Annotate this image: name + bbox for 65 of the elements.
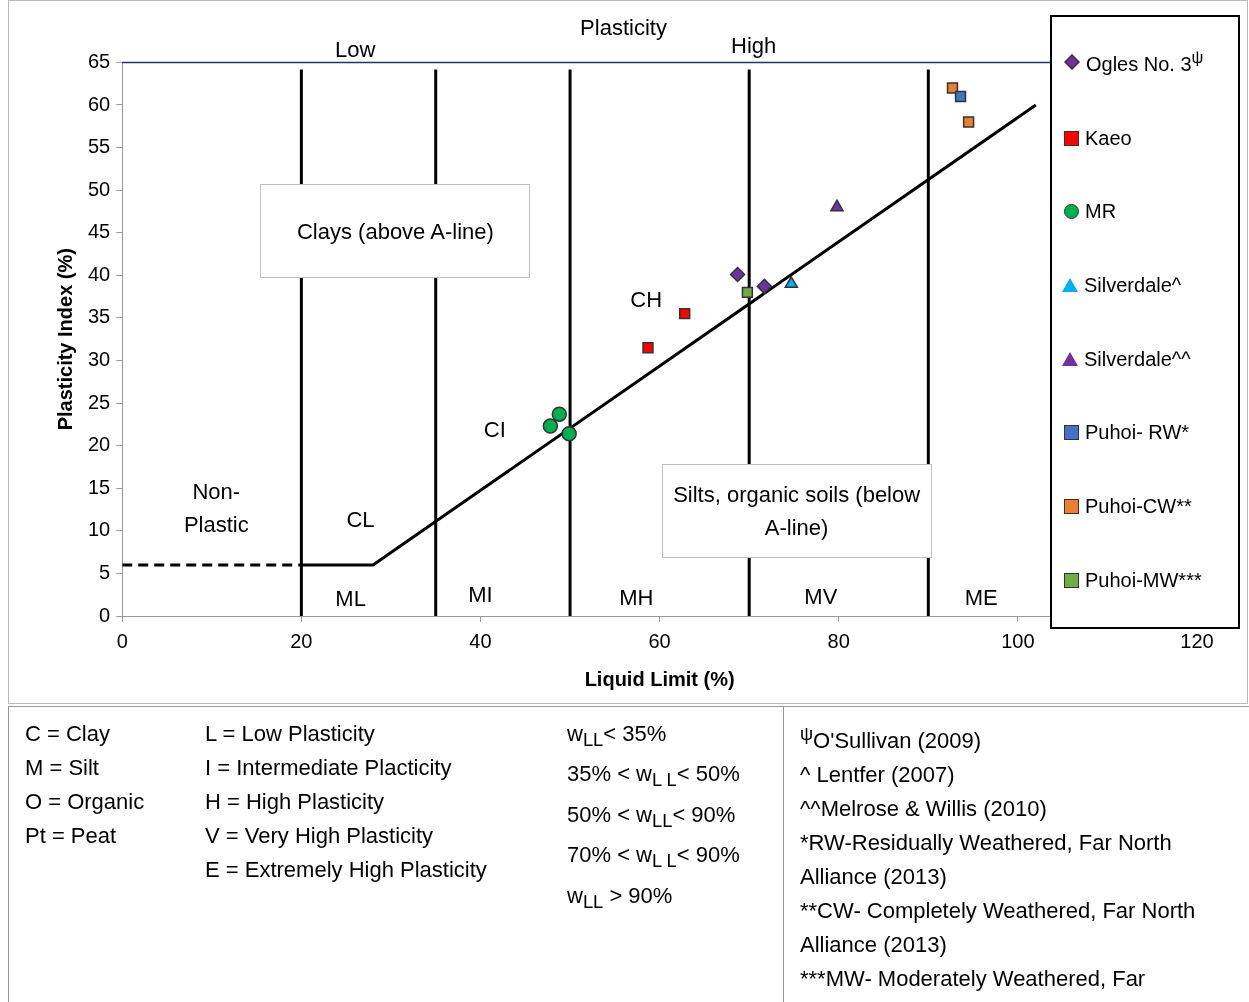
legend-label: Puhoi-MW*** — [1085, 568, 1202, 592]
text: w$_{LL}$ > 90% — [567, 881, 674, 914]
text: 35% < w$_{L L}$< 50% — [567, 760, 741, 793]
x-axis-title: Liquid Limit (%) — [584, 667, 735, 690]
annotation: Non-Plastic — [182, 477, 250, 539]
y-tick-label: 35 — [88, 305, 111, 328]
y-tick-label: 15 — [88, 475, 111, 498]
annotation: CL — [346, 505, 375, 534]
annotation: MH — [619, 583, 654, 612]
y-tick-label: 40 — [88, 262, 111, 285]
y-tick-label: 10 — [88, 518, 111, 541]
text: 50% < w$_{LL}$< 90% — [567, 800, 737, 834]
annotation: MV — [804, 582, 838, 611]
y-tick-label: 25 — [88, 390, 111, 413]
x-tick-label: 20 — [290, 629, 313, 652]
text: I = Intermediate Placticity — [205, 754, 453, 782]
legend-label: MR — [1085, 200, 1117, 224]
text: H = High Plasticity — [205, 788, 386, 816]
text: ^^Melrose & Willis (2010) — [800, 795, 1048, 824]
legend-label: Silverdale^ — [1084, 273, 1182, 297]
text: 70% < w$_{L L}$< 90% — [567, 841, 741, 874]
text: $^{ψ}$O'Sullivan (2009) — [800, 722, 983, 756]
y-tick-label: 5 — [99, 560, 111, 583]
y-axis-title: Plasticity Index (%) — [53, 248, 76, 431]
y-tick-label: 55 — [88, 135, 111, 158]
text: L = Low Plasticity — [205, 720, 376, 748]
y-tick-label: 0 — [99, 603, 111, 626]
y-tick-label: 60 — [88, 92, 111, 115]
annotation: Low — [334, 37, 376, 64]
legend-label: Kaeo — [1085, 126, 1132, 150]
x-tick-label: 40 — [469, 629, 492, 652]
text: M = Silt — [25, 754, 100, 782]
text: C = Clay — [25, 720, 111, 748]
text: V = Very High Plasticity — [205, 822, 435, 850]
y-tick-label: 45 — [88, 220, 111, 243]
y-tick-label: 20 — [88, 433, 111, 456]
text: Pt = Peat — [25, 822, 118, 850]
text: ***MW- Moderately Weathered, Far — [800, 965, 1147, 994]
annotation: CH — [630, 285, 663, 314]
annotation: Silts, organic soils (below A-line) — [672, 481, 922, 543]
text: ^ Lentfer (2007) — [800, 761, 956, 790]
text: O = Organic — [25, 788, 146, 816]
y-tick-label: 30 — [88, 348, 111, 371]
legend-label: Puhoi-CW** — [1085, 494, 1192, 518]
x-tick-label: 60 — [648, 629, 671, 652]
legend-label: Ogles No. 3$^{ψ}$ — [1086, 48, 1204, 76]
x-tick-label: 0 — [116, 629, 128, 652]
x-tick-label: 120 — [1180, 629, 1214, 652]
legend-label: Silverdale^^ — [1084, 347, 1191, 371]
annotation: MI — [468, 580, 493, 609]
x-tick-label: 100 — [1001, 629, 1035, 652]
y-tick-label: 65 — [88, 49, 111, 72]
text: E = Extremely High Plasticity — [205, 856, 488, 884]
legend-label: Puhoi- RW* — [1085, 421, 1190, 445]
text: *RW-Residually Weathered, Far North Alliance (2013) — [800, 829, 1173, 892]
annotation: Clays (above A-line) — [296, 217, 494, 246]
text: High — [731, 33, 777, 60]
chart-title: Plasticity — [580, 15, 667, 41]
y-tick-label: 50 — [88, 177, 111, 200]
annotation: ML — [335, 584, 366, 613]
text: **CW- Completely Weathered, Far North Alliance (2013) — [800, 897, 1197, 960]
annotation: CI — [483, 415, 506, 444]
annotation: ME — [964, 583, 998, 612]
text: w$_{LL}$< 35% — [567, 720, 668, 753]
x-tick-label: 80 — [827, 629, 850, 652]
